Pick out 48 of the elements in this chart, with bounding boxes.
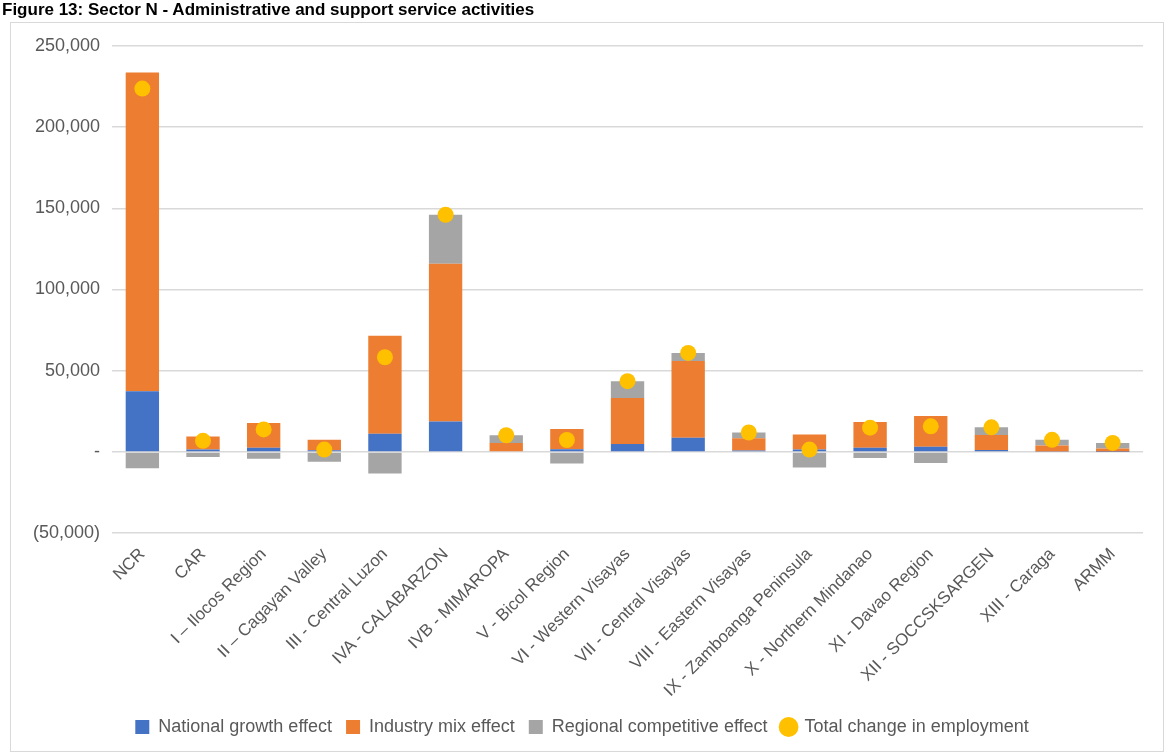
point bbox=[1104, 434, 1121, 451]
point bbox=[619, 373, 636, 390]
point bbox=[195, 432, 212, 449]
bar bbox=[246, 452, 281, 459]
y-tick-label: (50,000) bbox=[33, 522, 101, 543]
point bbox=[983, 419, 1000, 436]
bar bbox=[550, 452, 584, 464]
bar bbox=[368, 452, 402, 474]
bar bbox=[125, 452, 160, 469]
point bbox=[801, 441, 818, 458]
bar bbox=[914, 452, 948, 464]
bar bbox=[368, 433, 402, 452]
chart-title: Figure 13: Sector N - Administrative and support service activities bbox=[2, 0, 535, 20]
bar bbox=[125, 391, 160, 452]
bar bbox=[368, 335, 402, 434]
point bbox=[1044, 431, 1061, 448]
y-tick-label: 200,000 bbox=[34, 116, 101, 137]
bar bbox=[428, 263, 463, 422]
bar bbox=[186, 452, 220, 457]
point bbox=[376, 349, 393, 366]
bar bbox=[610, 444, 645, 452]
legend-label: National growth effect bbox=[158, 715, 333, 736]
legend-label: Industry mix effect bbox=[369, 715, 515, 736]
y-tick-label: 250,000 bbox=[34, 34, 101, 55]
y-tick-label: - bbox=[94, 440, 101, 461]
bar bbox=[550, 449, 584, 452]
y-tick-label: 100,000 bbox=[34, 278, 101, 299]
point bbox=[680, 344, 697, 361]
point bbox=[740, 424, 757, 441]
bar bbox=[428, 421, 463, 452]
bar bbox=[610, 397, 645, 445]
bar bbox=[428, 214, 463, 264]
bar bbox=[792, 452, 827, 468]
point bbox=[134, 80, 151, 97]
bar bbox=[671, 437, 705, 452]
bar bbox=[125, 72, 160, 392]
y-tick-label: 150,000 bbox=[34, 197, 101, 218]
point bbox=[498, 427, 515, 444]
bar bbox=[671, 361, 705, 438]
legend-label: Regional competitive effect bbox=[551, 715, 768, 736]
bar bbox=[853, 452, 887, 459]
legend-label: Total change in employment bbox=[804, 715, 1029, 736]
y-tick-label: 50,000 bbox=[44, 359, 101, 380]
point bbox=[316, 441, 333, 458]
bar bbox=[732, 438, 766, 451]
bar bbox=[489, 442, 523, 452]
point bbox=[437, 206, 454, 223]
bar bbox=[974, 435, 1009, 450]
